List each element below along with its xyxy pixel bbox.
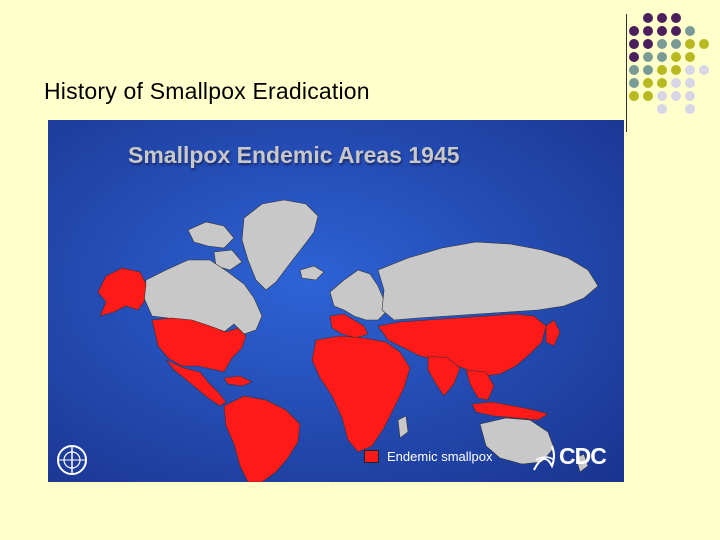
legend-label-endemic: Endemic smallpox <box>387 449 493 464</box>
alaska-region <box>97 267 147 317</box>
iceland-region <box>299 265 325 281</box>
ussr-region <box>377 241 599 321</box>
map-legend: Endemic smallpox <box>364 449 493 464</box>
indonesia-region <box>471 401 549 421</box>
decorative-dot-grid <box>629 13 709 114</box>
africa-region <box>311 335 411 453</box>
south-america-region <box>223 395 301 482</box>
caribbean-region <box>223 375 253 387</box>
asia-region <box>377 313 547 377</box>
hhs-logo-icon <box>533 445 555 471</box>
canada-region <box>143 259 263 335</box>
new-zealand-region <box>575 453 589 473</box>
slide-title: History of Smallpox Eradication <box>44 78 370 104</box>
title-divider-line <box>626 14 627 132</box>
world-map-panel: Smallpox Endemic Areas 1945 Endemic smal… <box>48 120 624 482</box>
japan-region <box>545 319 561 347</box>
southern-europe-region <box>329 313 369 339</box>
cdc-logo: CDC <box>559 443 607 469</box>
who-emblem-icon <box>57 445 87 475</box>
southeast-asia-region <box>465 369 495 401</box>
mexico-central-america-region <box>165 359 227 407</box>
india-region <box>427 355 461 397</box>
usa-region <box>151 317 247 373</box>
world-map <box>48 120 624 482</box>
madagascar-region <box>397 415 409 439</box>
map-heading: Smallpox Endemic Areas 1945 <box>128 142 460 168</box>
greenland-region <box>241 199 319 291</box>
legend-swatch-endemic <box>364 450 379 463</box>
australia-region <box>479 417 555 465</box>
